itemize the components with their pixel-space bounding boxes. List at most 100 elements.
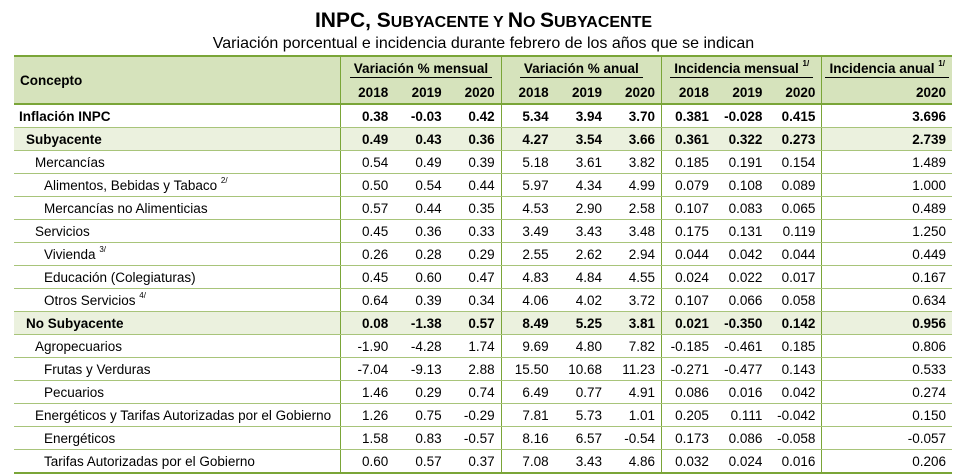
table-cell: -0.058 [768,426,822,450]
table-cell: 2.94 [608,242,662,266]
table-cell: 0.44 [394,196,448,220]
table-cell: 1.250 [821,219,952,243]
table-cell: 3.94 [554,104,609,128]
table-cell: 0.08 [340,311,395,335]
table-body: Inflación INPC 0.38 -0.03 0.42 5.34 3.94 3.70 0… [14,104,952,474]
table-cell: -0.028 [714,104,769,128]
table-cell: 4.27 [500,127,555,151]
table-cell: 0.39 [394,288,448,312]
inpc-table: Concepto Variación % mensual Variación %… [14,55,952,474]
header-year: 2019 [554,81,609,105]
table-cell: 0.273 [768,127,822,151]
table-cell: -0.461 [714,334,769,358]
table-cell: 0.016 [768,449,822,474]
header-concept: Concepto [14,55,341,105]
header-year: 2020 [821,81,952,105]
table-cell: -0.03 [394,104,448,128]
table-cell: 0.274 [821,380,952,404]
table-cell: 0.044 [660,242,715,266]
table-row: Energéticos 1.58 0.83 -0.57 8.16 6.57 -0.54 0.1… [14,426,952,450]
table-cell: 0.175 [660,219,715,243]
table-cell: -7.04 [340,357,395,381]
table-cell: 0.042 [768,380,822,404]
table-cell: 4.99 [608,173,662,197]
row-label: Energéticos y Tarifas Autorizadas por el… [14,403,341,427]
table-cell: 0.77 [554,380,609,404]
table-row: Otros Servicios 4/0.64 0.39 0.34 4.06 4.02 3.… [14,288,952,312]
table-cell: 7.82 [608,334,662,358]
table-cell: 0.83 [394,426,448,450]
table-cell: 0.45 [340,265,395,289]
table-cell: 0.634 [821,288,952,312]
table-cell: 3.696 [821,104,952,128]
table-cell: 0.205 [660,403,715,427]
header-year: 2020 [608,81,662,105]
table-cell: 0.29 [394,380,448,404]
footnote-marker: 1/ [938,58,945,68]
table-cell: 3.43 [554,449,609,474]
table-cell: 0.143 [768,357,822,381]
table-cell: 0.150 [821,403,952,427]
header-group-inc-anual: Incidencia anual 1/ [821,55,952,81]
row-label: Subyacente [14,127,341,151]
footnote-marker: 4/ [139,290,146,300]
table-cell: 0.042 [714,242,769,266]
table-cell: -4.28 [394,334,448,358]
row-label: Inflación INPC [14,104,341,128]
table-cell: 0.058 [768,288,822,312]
table-cell: 0.42 [447,104,502,128]
table-cell: 0.43 [394,127,448,151]
table-cell: 5.97 [500,173,555,197]
header-year: 2020 [447,81,502,105]
table-cell: 0.57 [340,196,395,220]
table-cell: -0.057 [821,426,952,450]
table-cell: 0.089 [768,173,822,197]
table-cell: 6.57 [554,426,609,450]
table-cell: 0.024 [660,265,715,289]
table-cell: 0.33 [447,219,502,243]
table-cell: 0.322 [714,127,769,151]
table-cell: 0.54 [394,173,448,197]
table-cell: 0.60 [394,265,448,289]
row-label: Pecuarios [14,380,341,404]
table-cell: 0.022 [714,265,769,289]
table-cell: 0.107 [660,288,715,312]
table-row: Tarifas Autorizadas por el Gobierno 0.60 0… [14,449,952,474]
table-row: Mercancías no Alimenticias 0.57 0.44 0.35 4.… [14,196,952,220]
row-label: Energéticos [14,426,341,450]
table-cell: 4.34 [554,173,609,197]
table-cell: 3.48 [608,219,662,243]
table-cell: 0.34 [447,288,502,312]
table-cell: 0.806 [821,334,952,358]
table-cell: 0.37 [447,449,502,474]
table-row: Subyacente 0.49 0.43 0.36 4.27 3.54 3.66 0.361 0… [14,127,952,151]
table-row: Energéticos y Tarifas Autorizadas por el… [14,403,952,427]
table-cell: -0.57 [447,426,502,450]
table-cell: 0.57 [447,311,502,335]
table-cell: 0.35 [447,196,502,220]
table-cell: 4.80 [554,334,609,358]
table-cell: 2.88 [447,357,502,381]
table-cell: 4.53 [500,196,555,220]
table-cell: 0.361 [660,127,715,151]
row-label: Tarifas Autorizadas por el Gobierno [14,449,341,474]
table-cell: 3.66 [608,127,662,151]
table-cell: 0.086 [714,426,769,450]
table-cell: 0.47 [447,265,502,289]
header-year: 2018 [340,81,395,105]
table-cell: 0.154 [768,150,822,174]
table-cell: 7.08 [500,449,555,474]
table-cell: 0.29 [447,242,502,266]
table-cell: 2.55 [500,242,555,266]
header-group-var-anual: Variación % anual [500,55,662,81]
table-cell: 0.032 [660,449,715,474]
table-cell: 5.25 [554,311,609,335]
table-cell: 0.533 [821,357,952,381]
table-row: Agropecuarios -1.90 -4.28 1.74 9.69 4.80 7.82-… [14,334,952,358]
table-cell: 5.73 [554,403,609,427]
table-cell: 3.70 [608,104,662,128]
table-cell: 15.50 [500,357,555,381]
table-cell: 0.49 [340,127,395,151]
table-cell: -1.90 [340,334,395,358]
table-cell: -0.350 [714,311,769,335]
